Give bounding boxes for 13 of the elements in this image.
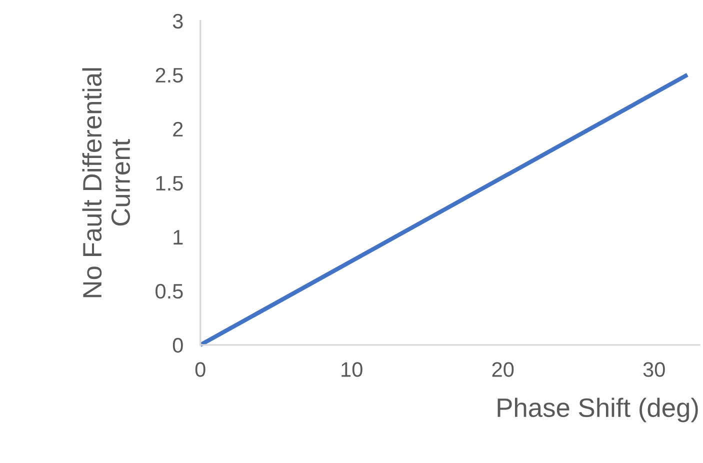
y-tick-label: 1 [174, 230, 183, 244]
x-tick-label: 10 [342, 362, 362, 377]
y-tick-label: 1.5 [156, 176, 183, 191]
x-tick-label: 30 [643, 362, 665, 377]
x-tick-label: 0 [195, 362, 206, 377]
y-tick-label: 2 [173, 122, 183, 136]
y-axis-title: No Fault Differential Current [82, 68, 130, 298]
y-tick-label: 0.5 [156, 284, 183, 299]
x-tick-label: 20 [492, 362, 514, 377]
y-tick-label: 2.5 [156, 68, 183, 83]
x-axis-title: Phase Shift (deg) [498, 398, 698, 422]
y-tick-label: 0 [172, 338, 183, 353]
y-tick-label: 3 [172, 14, 183, 29]
